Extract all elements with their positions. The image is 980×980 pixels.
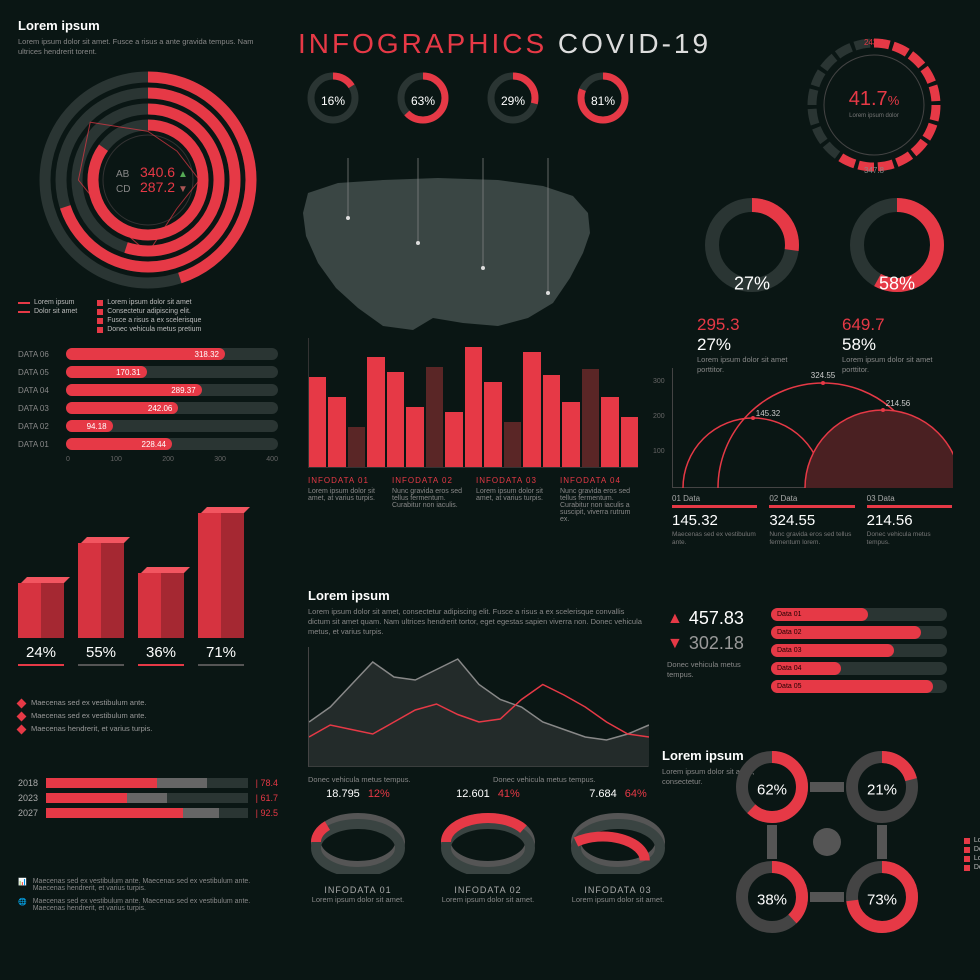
svg-text:340.6: 340.6 <box>140 164 175 180</box>
arrow-up-icon: ▲ <box>667 610 683 628</box>
svg-text:214.56: 214.56 <box>886 399 911 408</box>
svg-text:AB: AB <box>116 169 130 180</box>
connected-donuts: Lorem ipsum Lorem ipsum dolor sit amet, … <box>662 748 952 947</box>
year-bars: 2018| 78.42023| 61.72027| 92.5 <box>18 778 278 823</box>
footer-icons: 📊Maecenas sed ex vestibulum ante. Maecen… <box>18 878 253 918</box>
vertical-bars: INFODATA 01Lorem ipsum dolor sit amet, a… <box>308 338 638 523</box>
donuts-3d: 18.79512% INFODATA 01Lorem ipsum dolor s… <box>308 788 668 905</box>
svg-text:347.8: 347.8 <box>864 166 885 175</box>
radial-chart: Lorem ipsumLorem ipsum dolor sit amet. F… <box>18 18 278 335</box>
mid-section: Lorem ipsum Lorem ipsum dolor sit amet, … <box>308 588 648 786</box>
pin-donuts: 16%63%29%81% <box>303 68 633 133</box>
svg-text:41.7%: 41.7% <box>849 88 900 110</box>
horizontal-bars: DATA 06318.32DATA 05170.31DATA 04289.37D… <box>18 348 278 463</box>
svg-text:145.32: 145.32 <box>756 409 781 418</box>
us-map <box>288 158 613 338</box>
arrow-stats: ▲457.83 ▼302.18 Donec vehicula metus tem… <box>667 608 947 698</box>
chart-icon: 📊 <box>18 878 27 886</box>
svg-text:CD: CD <box>116 184 130 195</box>
gauge: 41.7% Lorem ipsum dolor 243.2 347.8 <box>797 28 952 188</box>
arc-chart: 324.55145.32214.5630020010001 Data145.32… <box>672 368 952 548</box>
svg-text:▲: ▲ <box>178 169 188 180</box>
arrow-down-icon: ▼ <box>667 635 683 653</box>
globe-icon: 🌐 <box>18 898 27 906</box>
svg-text:▼: ▼ <box>178 184 188 195</box>
two-donuts: 27% 295.327%Lorem ipsum dolor sit amet p… <box>697 193 952 375</box>
bars-3d: 24%55%36%71% <box>18 508 278 666</box>
svg-text:Lorem ipsum dolor: Lorem ipsum dolor <box>849 113 899 119</box>
page-title: INFOGRAPHICS COVID-19 <box>298 28 711 60</box>
svg-text:287.2: 287.2 <box>140 179 175 195</box>
svg-text:243.2: 243.2 <box>864 38 885 47</box>
svg-text:324.55: 324.55 <box>811 371 836 380</box>
legend-bottom-left: Maecenas sed ex vestibulum ante.Maecenas… <box>18 698 278 737</box>
